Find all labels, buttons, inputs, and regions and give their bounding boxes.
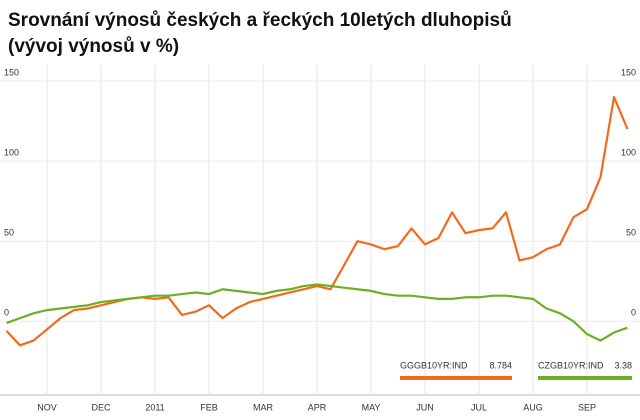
y-tick-label: 0 — [4, 308, 9, 318]
legend-label: GGGB10YR:IND — [400, 360, 468, 370]
y-tick-label-right: 0 — [631, 308, 636, 318]
x-tick-label: JUN — [416, 402, 434, 412]
legend-value: 8.784 — [489, 360, 512, 370]
x-tick-label: APR — [308, 402, 327, 412]
x-tick-label: FEB — [200, 402, 218, 412]
x-tick-label: SEP — [578, 402, 596, 412]
chart-title: Srovnání výnosů českých a řeckých 10letý… — [8, 10, 512, 31]
series-line — [6, 283, 628, 342]
y-tick-label-right: 100 — [621, 147, 636, 157]
x-tick-label: MAY — [362, 402, 381, 412]
legend-label: CZGB10YR:IND — [538, 360, 604, 370]
x-tick-label: NOV — [37, 402, 57, 412]
x-tick-label: DEC — [91, 402, 111, 412]
legend-value: 3.38 — [614, 360, 632, 370]
legend-swatch — [400, 376, 512, 380]
x-tick-label: AUG — [523, 402, 543, 412]
x-tick-label: JUL — [471, 402, 487, 412]
x-tick-label: 2011 — [145, 402, 164, 412]
y-tick-label: 50 — [4, 228, 14, 238]
y-tick-label: 100 — [4, 147, 19, 157]
legend-swatch — [538, 376, 632, 380]
y-tick-label-right: 50 — [626, 228, 636, 238]
y-tick-label: 150 — [4, 67, 19, 77]
series-line — [5, 95, 629, 347]
chart-subtitle: (vývoj výnosů v %) — [8, 36, 179, 57]
x-tick-label: MAR — [253, 402, 274, 412]
y-tick-label-right: 150 — [621, 67, 636, 77]
